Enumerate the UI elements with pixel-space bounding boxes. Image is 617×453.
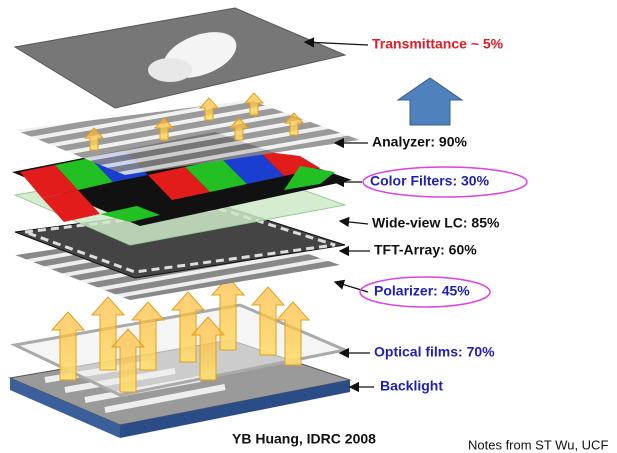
up-arrow — [396, 77, 464, 126]
layer-label: Analyzer: 90% — [372, 134, 467, 150]
light-arrows — [50, 276, 311, 393]
layer-label: Optical films: 70% — [374, 344, 495, 360]
analyzer-layer — [15, 100, 360, 175]
layer-label: Transmittance ~ 5% — [372, 36, 504, 52]
layer-label: TFT-Array: 60% — [374, 242, 477, 258]
light-arrows-top — [83, 92, 305, 151]
layer-label: Color Filters: 30% — [370, 173, 490, 189]
notes: Notes from ST Wu, UCF — [468, 437, 608, 452]
citation: YB Huang, IDRC 2008 — [232, 431, 376, 447]
layer-label: Polarizer: 45% — [374, 283, 470, 299]
display-image — [13, 7, 347, 109]
leader-lines — [303, 37, 374, 393]
highlight-ellipse — [359, 276, 491, 308]
highlight-ellipse — [362, 166, 528, 198]
layer-label: Backlight — [380, 378, 443, 394]
layer-label: Wide-view LC: 85% — [372, 215, 500, 231]
